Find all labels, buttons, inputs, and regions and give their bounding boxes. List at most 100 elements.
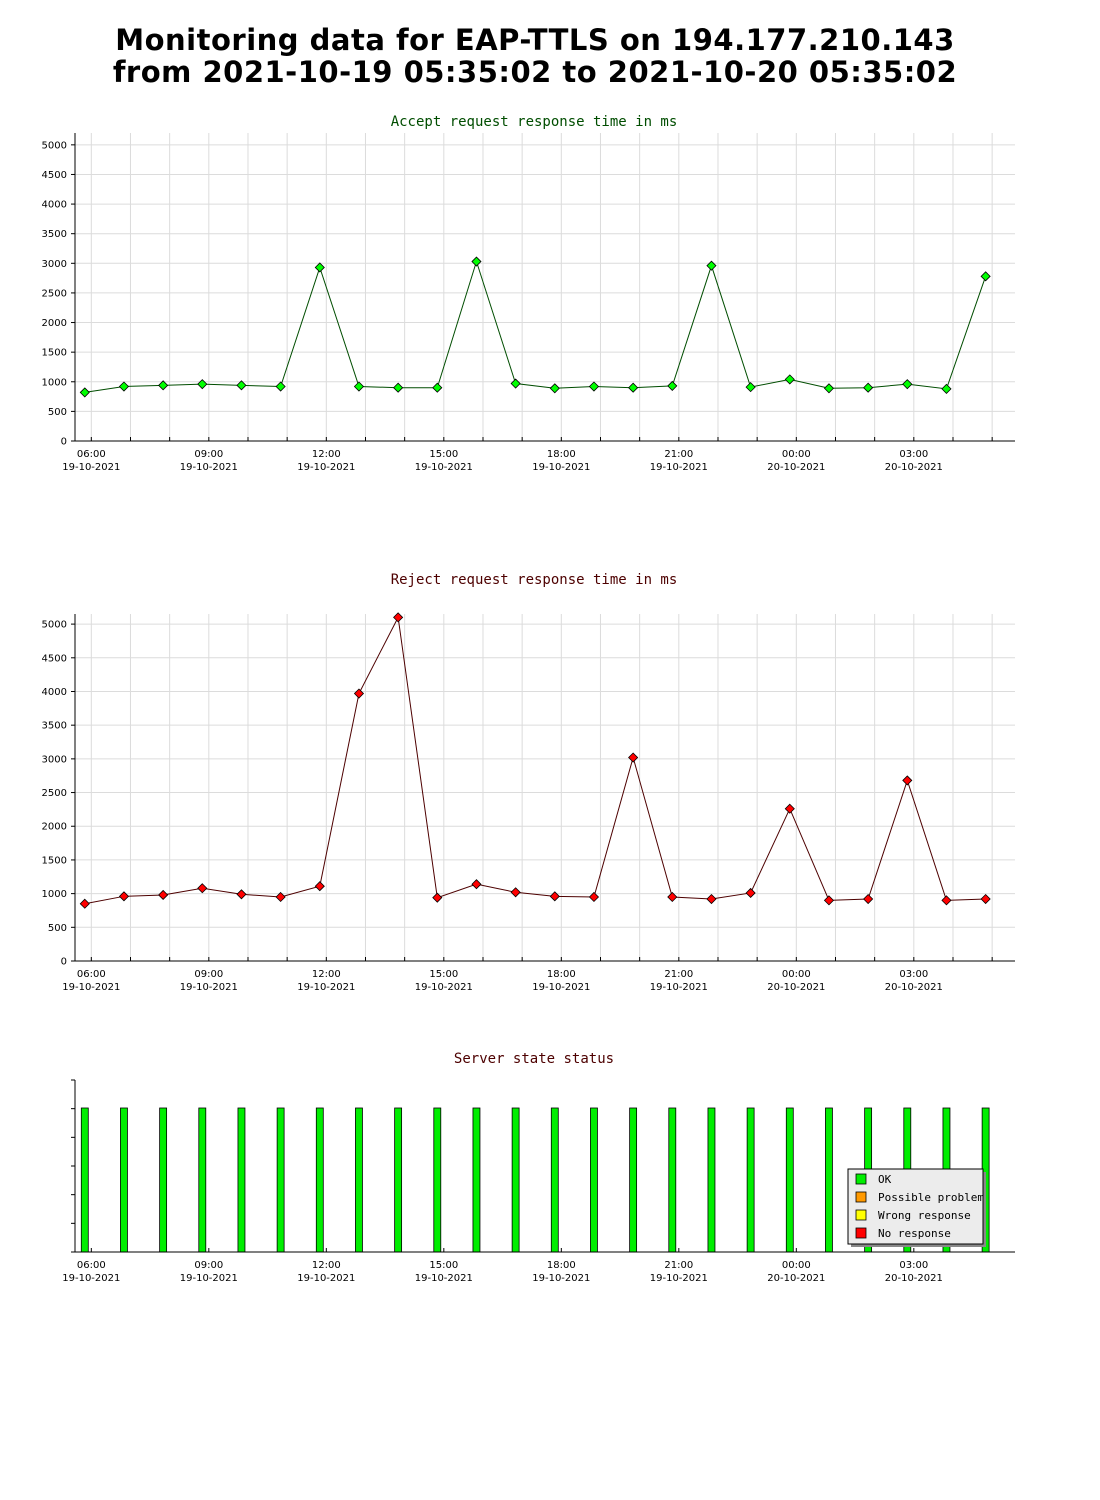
y-tick-label: 4000 xyxy=(42,687,67,698)
legend-label: Wrong response xyxy=(878,1209,971,1222)
status-bar xyxy=(707,1107,716,1253)
y-tick-label: 1000 xyxy=(42,377,67,388)
x-tick-label-time: 06:00 xyxy=(77,449,106,460)
series-line xyxy=(84,259,987,393)
data-point xyxy=(314,262,325,273)
data-point xyxy=(549,383,560,394)
y-tick-label: 4000 xyxy=(42,200,67,211)
data-point xyxy=(902,379,913,390)
status-bar xyxy=(120,1107,128,1253)
legend-label: Possible problem xyxy=(878,1191,984,1204)
status-bar xyxy=(355,1107,363,1253)
x-tick-label-date: 19-10-2021 xyxy=(532,462,590,473)
data-point xyxy=(706,893,717,905)
legend-swatch xyxy=(855,1173,867,1185)
status-bar xyxy=(80,1107,89,1253)
data-point xyxy=(510,887,521,898)
data-point xyxy=(236,380,247,391)
data-point xyxy=(275,891,286,903)
status-bar xyxy=(550,1107,559,1253)
x-tick-label-time: 06:00 xyxy=(77,1260,106,1271)
y-tick-label: 500 xyxy=(48,407,67,418)
data-point xyxy=(432,892,443,903)
status-bar xyxy=(159,1107,168,1253)
status-bar xyxy=(668,1107,677,1253)
y-tick-label: 2000 xyxy=(42,318,67,329)
y-tick-label: 1500 xyxy=(42,855,67,866)
x-tick-label-date: 20-10-2021 xyxy=(767,462,825,473)
data-point xyxy=(158,380,169,391)
y-tick-label: 5000 xyxy=(42,140,67,151)
series-line xyxy=(84,615,986,905)
x-tick-label-date: 19-10-2021 xyxy=(650,462,708,473)
chart-title: Accept request response time in ms xyxy=(391,114,678,130)
data-point xyxy=(510,378,521,389)
x-tick-label-date: 19-10-2021 xyxy=(415,462,473,473)
x-tick-label-time: 18:00 xyxy=(547,449,576,460)
x-tick-label-time: 15:00 xyxy=(429,969,458,980)
x-tick-label-date: 19-10-2021 xyxy=(62,462,120,473)
x-tick-label-date: 19-10-2021 xyxy=(180,1273,238,1284)
x-tick-label-date: 20-10-2021 xyxy=(885,1273,943,1284)
data-point xyxy=(275,381,286,392)
x-tick-label-date: 19-10-2021 xyxy=(415,982,473,993)
y-tick-label: 0 xyxy=(61,957,67,968)
accept-response-chart: Accept request response time in ms 0 500 10… xyxy=(42,114,1015,473)
data-point xyxy=(823,383,835,394)
x-tick-label-time: 00:00 xyxy=(782,969,811,980)
y-tick-label: 5000 xyxy=(42,620,67,631)
x-tick-label-date: 19-10-2021 xyxy=(62,982,120,993)
x-tick-label-time: 18:00 xyxy=(547,1260,576,1271)
x-tick-label-date: 20-10-2021 xyxy=(885,982,943,993)
status-bar xyxy=(433,1107,442,1253)
legend-swatch xyxy=(855,1209,867,1221)
data-point xyxy=(863,382,874,393)
status-bar xyxy=(472,1107,481,1253)
status-bar xyxy=(785,1107,794,1253)
data-point xyxy=(549,891,560,902)
y-tick-label: 2500 xyxy=(42,288,67,299)
data-point xyxy=(588,381,600,392)
y-tick-label: 3000 xyxy=(42,754,67,765)
x-tick-label-date: 19-10-2021 xyxy=(650,1273,708,1284)
x-tick-label-date: 19-10-2021 xyxy=(297,1273,355,1284)
legend-box xyxy=(847,1168,984,1245)
data-point xyxy=(118,891,130,902)
x-tick-label-time: 00:00 xyxy=(782,1260,811,1271)
server-status-chart: Server state status 06:00 19-10-2021 09:00 1… xyxy=(62,1051,1015,1284)
data-point xyxy=(784,374,795,385)
status-bar xyxy=(276,1107,285,1253)
x-tick-label-time: 09:00 xyxy=(194,1260,223,1271)
data-point xyxy=(628,752,639,763)
data-point xyxy=(197,379,208,390)
data-point xyxy=(706,260,717,271)
x-tick-label-time: 12:00 xyxy=(312,969,341,980)
y-tick-label: 2000 xyxy=(42,822,67,833)
title-line-2: from 2021-10-19 05:35:02 to 2021-10-20 0… xyxy=(112,55,958,89)
data-point xyxy=(393,382,404,393)
x-tick-label-time: 03:00 xyxy=(899,1260,928,1271)
data-point xyxy=(353,381,365,392)
data-point xyxy=(902,775,913,786)
x-tick-label-time: 21:00 xyxy=(664,449,693,460)
x-tick-label-time: 15:00 xyxy=(429,449,458,460)
status-bar xyxy=(237,1107,246,1253)
x-tick-label-date: 19-10-2021 xyxy=(650,982,708,993)
data-point xyxy=(118,381,130,392)
data-point xyxy=(863,893,874,905)
status-bar xyxy=(825,1107,833,1253)
y-tick-label: 1500 xyxy=(42,348,67,359)
data-point xyxy=(667,380,678,391)
data-point xyxy=(393,612,404,623)
y-tick-label: 4500 xyxy=(42,170,67,181)
x-tick-label-time: 03:00 xyxy=(899,449,928,460)
x-tick-label-date: 20-10-2021 xyxy=(767,1273,825,1284)
x-tick-label-time: 06:00 xyxy=(77,969,106,980)
data-point xyxy=(353,688,365,699)
data-point xyxy=(79,898,90,909)
status-bar xyxy=(629,1107,638,1253)
legend-swatch xyxy=(855,1227,867,1239)
status-bar xyxy=(394,1107,403,1253)
chart-title: Server state status xyxy=(454,1051,614,1067)
